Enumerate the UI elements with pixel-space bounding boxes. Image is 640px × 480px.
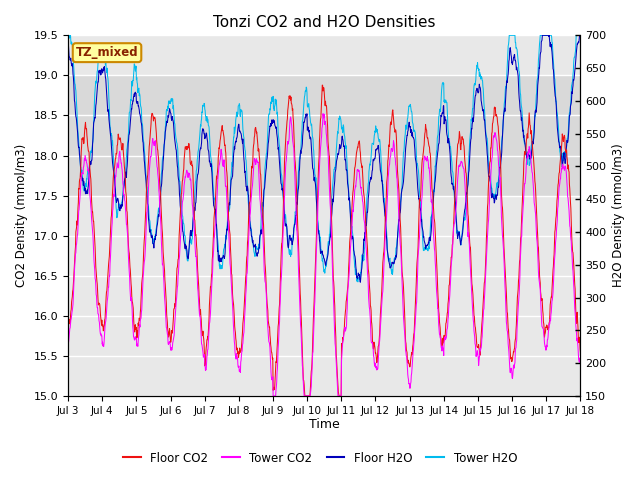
Text: TZ_mixed: TZ_mixed: [76, 46, 138, 59]
Legend: Floor CO2, Tower CO2, Floor H2O, Tower H2O: Floor CO2, Tower CO2, Floor H2O, Tower H…: [118, 447, 522, 469]
X-axis label: Time: Time: [309, 419, 340, 432]
Bar: [68, 75, 580, 195]
Title: Tonzi CO2 and H2O Densities: Tonzi CO2 and H2O Densities: [213, 15, 435, 30]
Y-axis label: CO2 Density (mmol/m3): CO2 Density (mmol/m3): [15, 144, 28, 287]
Y-axis label: H2O Density (mmol/m3): H2O Density (mmol/m3): [612, 144, 625, 288]
